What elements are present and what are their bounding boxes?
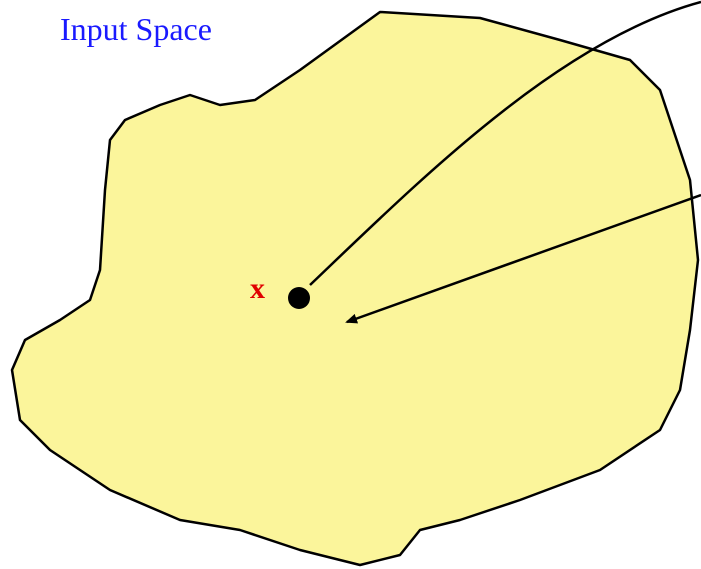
input-region — [10, 10, 700, 567]
outgoing-curve — [309, 0, 701, 286]
point — [288, 287, 310, 309]
incoming-arrow — [345, 193, 701, 324]
point-label: x — [250, 272, 265, 305]
space-title: Input Space — [60, 11, 212, 47]
